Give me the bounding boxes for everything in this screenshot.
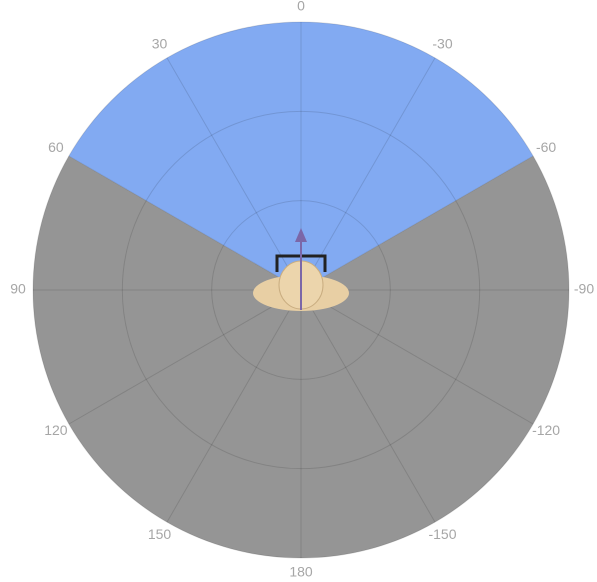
arrow-head xyxy=(295,228,307,242)
ring xyxy=(211,200,391,380)
highlight-sector xyxy=(68,22,534,291)
spoke xyxy=(166,289,302,523)
angle-label: -120 xyxy=(532,422,560,438)
background-sector xyxy=(32,156,569,558)
angle-label: 30 xyxy=(152,36,168,52)
angle-label: -30 xyxy=(432,36,452,52)
ring xyxy=(121,110,481,470)
spoke xyxy=(68,289,302,425)
angle-label: -90 xyxy=(574,281,594,297)
angle-label: -150 xyxy=(428,526,456,542)
spoke xyxy=(300,57,436,291)
angle-label: 180 xyxy=(289,564,313,580)
ring xyxy=(32,21,570,559)
spoke xyxy=(300,289,534,425)
angle-label: 120 xyxy=(44,422,68,438)
spoke xyxy=(300,289,436,523)
angle-label: 150 xyxy=(148,526,172,542)
angle-label: 60 xyxy=(48,139,64,155)
angle-label: -60 xyxy=(536,139,556,155)
angle-label: 0 xyxy=(297,0,305,14)
head-icon xyxy=(253,228,349,311)
spoke xyxy=(166,57,302,291)
spoke xyxy=(300,155,534,291)
spoke xyxy=(68,155,302,291)
angle-label: 90 xyxy=(10,281,26,297)
